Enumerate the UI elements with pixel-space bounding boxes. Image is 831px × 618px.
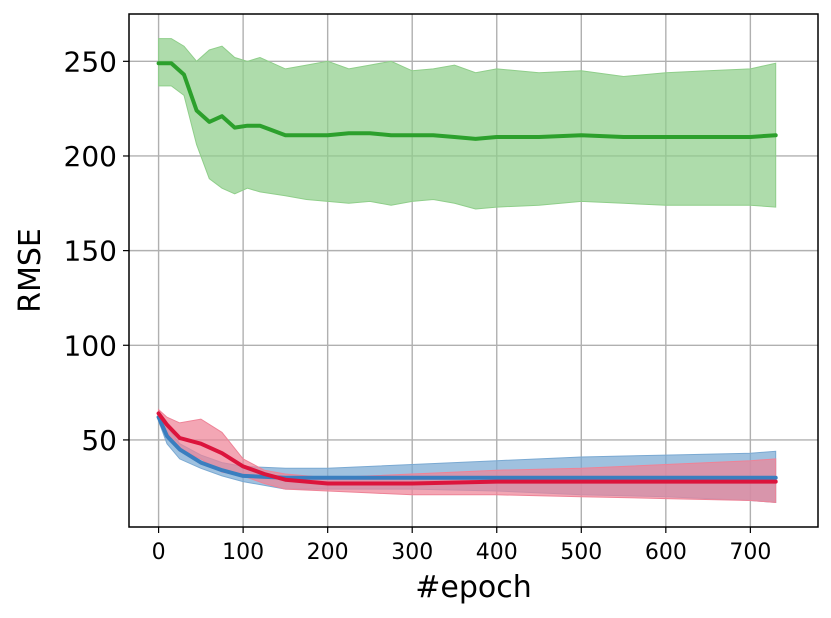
axis-ticks: 0 100 200 300 400 500 600 700 50 100 150 200 250 [64,45,772,565]
y-axis-title: RMSE [13,228,48,313]
mean-line-2 [156,415,778,480]
y-tick-label: 50 [81,424,117,457]
x-axis-title: #epoch [415,570,532,605]
plot-frame [128,13,819,528]
mean-line-1 [156,61,778,141]
x-tick-label: 400 [476,540,518,565]
mean-line-3 [156,411,778,486]
y-tick-label: 250 [64,45,117,78]
x-tick-label: 200 [307,540,349,565]
x-tick-label: 100 [222,540,264,565]
confidence-bands [158,38,777,503]
y-tick-label: 150 [64,235,117,268]
x-tick-label: 500 [560,540,602,565]
mean-lines [156,61,778,486]
confidence-band-1 [158,38,777,210]
y-tick-label: 100 [64,329,117,362]
x-tick-label: 700 [729,540,771,565]
y-tick-label: 200 [64,140,117,173]
x-tick-label: 600 [645,540,687,565]
x-tick-label: 300 [391,540,433,565]
x-tick-label: 0 [152,540,166,565]
